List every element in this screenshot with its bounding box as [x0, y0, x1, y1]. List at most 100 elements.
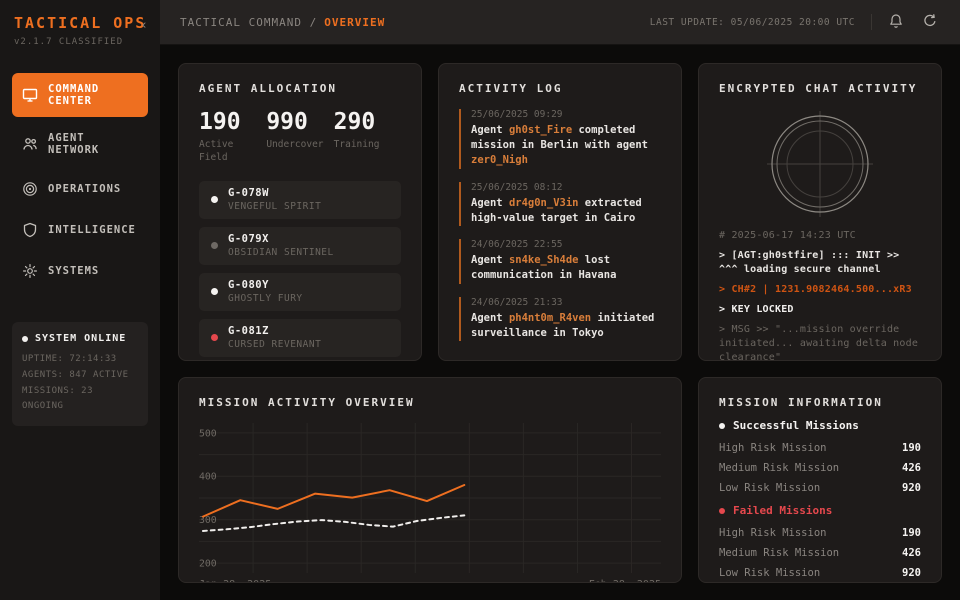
- sidebar: TACTICAL OPS v2.1.7 CLASSIFIED ‹ COMMAND…: [0, 0, 160, 600]
- agent-status-dot: [211, 242, 218, 250]
- system-status-label: SYSTEM ONLINE: [35, 333, 127, 344]
- agent-handle: ph4nt0m_R4ven: [508, 311, 592, 324]
- mission-stat-value: 920: [902, 482, 921, 494]
- sidebar-item-agent-network[interactable]: AGENT NETWORK: [12, 122, 148, 166]
- monitor-icon: [22, 87, 38, 103]
- activity-log-entry: 25/06/2025 08:12 Agent dr4g0n_V3in extrac…: [459, 181, 661, 227]
- main-area: TACTICAL COMMAND / OVERVIEW LAST UPDATE:…: [160, 0, 960, 600]
- mission-groups: Successful Missions High Risk Mission 190 M…: [719, 419, 921, 579]
- mission-stat-label: High Risk Mission: [719, 442, 827, 454]
- mission-activity-card: MISSION ACTIVITY OVERVIEW 500 400 300 200 J…: [178, 377, 682, 583]
- agent-text: G-080Y GHOSTLY FURY: [228, 279, 303, 304]
- agent-status-dot: [211, 196, 218, 204]
- breadcrumb-root[interactable]: TACTICAL COMMAND /: [180, 15, 318, 29]
- chat-terminal: # 2025-06-17 14:23 UTC > [AGT:gh0stfire] …: [719, 229, 921, 361]
- mission-stat-label: Low Risk Mission: [719, 567, 821, 579]
- notifications-bell-icon[interactable]: [888, 13, 906, 31]
- mission-stat-row: Medium Risk Mission 426: [719, 547, 921, 559]
- chat-terminal-line: > MSG >> "...mission override initiated.…: [719, 324, 919, 361]
- svg-text:200: 200: [199, 559, 217, 570]
- app-version: v2.1.7 CLASSIFIED: [14, 37, 124, 47]
- mission-stat-label: Medium Risk Mission: [719, 462, 840, 474]
- mission-stat-row: Low Risk Mission 920: [719, 482, 921, 494]
- mission-activity-chart: 500 400 300 200: [199, 423, 661, 573]
- breadcrumb-current: OVERVIEW: [324, 15, 386, 29]
- mission-stat-value: 190: [902, 442, 921, 454]
- encrypted-chat-card: ENCRYPTED CHAT ACTIVITY # 2025-06-17 14:…: [698, 63, 942, 361]
- log-timestamp: 24/06/2025 21:33: [471, 296, 563, 308]
- mission-stat-row: Medium Risk Mission 426: [719, 462, 921, 474]
- chat-terminal-line: > KEY LOCKED: [719, 304, 794, 315]
- nav-item-label: OPERATIONS: [48, 183, 122, 195]
- agent-codename: CURSED REVENANT: [228, 339, 322, 351]
- log-text: lost communication in Havana: [471, 254, 617, 282]
- agent-code: G-078W: [228, 187, 269, 200]
- log-message: Agent ph4nt0m_R4ven initiated surveillan…: [471, 311, 661, 341]
- agent-list-item[interactable]: G-078W VENGEFUL SPIRIT: [199, 180, 401, 219]
- mission-stat-row: High Risk Mission 190: [719, 442, 921, 454]
- log-timestamp: 25/06/2025 09:29: [471, 109, 563, 120]
- system-status-line: UPTIME: 72:14:33: [22, 354, 117, 364]
- sidebar-item-operations[interactable]: OPERATIONS: [12, 171, 148, 207]
- dashboard-content: AGENT ALLOCATION 190 Active Field 990 Under…: [160, 45, 960, 600]
- nav-item-label: COMMAND CENTER: [48, 83, 100, 107]
- sidebar-item-systems[interactable]: SYSTEMS: [12, 253, 148, 289]
- refresh-icon[interactable]: [922, 13, 940, 31]
- agent-list-item[interactable]: G-080Y GHOSTLY FURY: [199, 272, 401, 311]
- log-timestamp: 24/06/2025 22:55: [471, 239, 563, 251]
- agent-status-dot: [211, 288, 218, 296]
- shield-icon: [22, 222, 38, 238]
- group-status-dot: [719, 422, 725, 429]
- chat-terminal-line: # 2025-06-17 14:23 UTC: [719, 230, 856, 241]
- mission-stat-label: High Risk Mission: [719, 527, 827, 539]
- log-text: extracted high-value target in Cairo: [471, 196, 642, 224]
- chat-terminal-line: > [AGT:gh0stfire] ::: INIT >> ^^^ loadin…: [719, 250, 900, 275]
- nav-item-label: AGENT NETWORK: [48, 132, 100, 156]
- mission-group-header: Failed Missions: [719, 504, 921, 517]
- log-message: Agent dr4g0n_V3in extracted high-value t…: [471, 196, 661, 226]
- group-label: Successful Missions: [733, 419, 859, 432]
- sidebar-nav: COMMAND CENTER AGENT NETWORK OPERATIONS INT…: [12, 73, 148, 294]
- sidebar-header: TACTICAL OPS v2.1.7 CLASSIFIED ‹: [12, 14, 148, 47]
- mission-stat-value: 426: [902, 547, 921, 559]
- mission-stat-label: Medium Risk Mission: [719, 547, 840, 559]
- log-text: completed mission in Berlin with agent: [471, 124, 649, 152]
- mission-group-header: Successful Missions: [719, 419, 921, 432]
- radar-graphic: [719, 109, 921, 219]
- sidebar-collapse-icon[interactable]: ‹: [140, 18, 148, 33]
- group-status-dot: [719, 507, 725, 514]
- mission-stat-label: Low Risk Mission: [719, 482, 821, 494]
- online-dot-icon: [22, 335, 28, 342]
- log-timestamp: 25/06/2025 08:12: [471, 181, 563, 193]
- system-status-title: SYSTEM ONLINE: [22, 333, 138, 344]
- log-text: Agent: [471, 311, 509, 324]
- sidebar-item-command-center[interactable]: COMMAND CENTER: [12, 73, 148, 117]
- svg-text:400: 400: [199, 472, 217, 483]
- system-status-lines: UPTIME: 72:14:33 AGENTS: 847 ACTIVE MISSIO…: [22, 352, 138, 415]
- allocation-stat: 990 Undercover: [266, 109, 333, 165]
- chart-x-start-label: Jan 28, 2025: [199, 579, 271, 582]
- allocation-stat: 190 Active Field: [199, 109, 266, 165]
- nav-item-label: INTELLIGENCE: [48, 224, 136, 236]
- log-text: Agent: [471, 124, 509, 136]
- activity-log-scroll-area[interactable]: 25/06/2025 09:29 Agent gh0st_Fire complet…: [459, 109, 661, 349]
- chat-terminal-line: > CH#2 | 1231.9082464.500...xR3: [719, 284, 912, 295]
- agent-code: G-081Z: [228, 325, 269, 338]
- agent-allocation-title: AGENT ALLOCATION: [199, 82, 337, 95]
- stat-value: 290: [333, 109, 376, 135]
- mission-information-card: MISSION INFORMATION Successful Missions H…: [698, 377, 942, 583]
- svg-text:500: 500: [199, 428, 217, 439]
- group-label: Failed Missions: [733, 504, 833, 517]
- agent-text: G-081Z CURSED REVENANT: [228, 325, 321, 350]
- log-message: Agent sn4ke_Sh4de lost communication in …: [471, 253, 661, 283]
- sidebar-item-intelligence[interactable]: INTELLIGENCE: [12, 212, 148, 248]
- system-status-line: MISSIONS: 23 ONGOING: [22, 385, 94, 412]
- agent-codename: VENGEFUL SPIRIT: [228, 201, 322, 213]
- app-title: TACTICAL OPS: [14, 14, 147, 32]
- agent-list-item[interactable]: G-081Z CURSED REVENANT: [199, 318, 401, 357]
- mission-stat-value: 920: [902, 567, 921, 579]
- agent-list-item[interactable]: G-079X OBSIDIAN SENTINEL: [199, 226, 401, 265]
- log-text: Agent: [471, 196, 509, 209]
- mission-stat-row: Low Risk Mission 920: [719, 567, 921, 579]
